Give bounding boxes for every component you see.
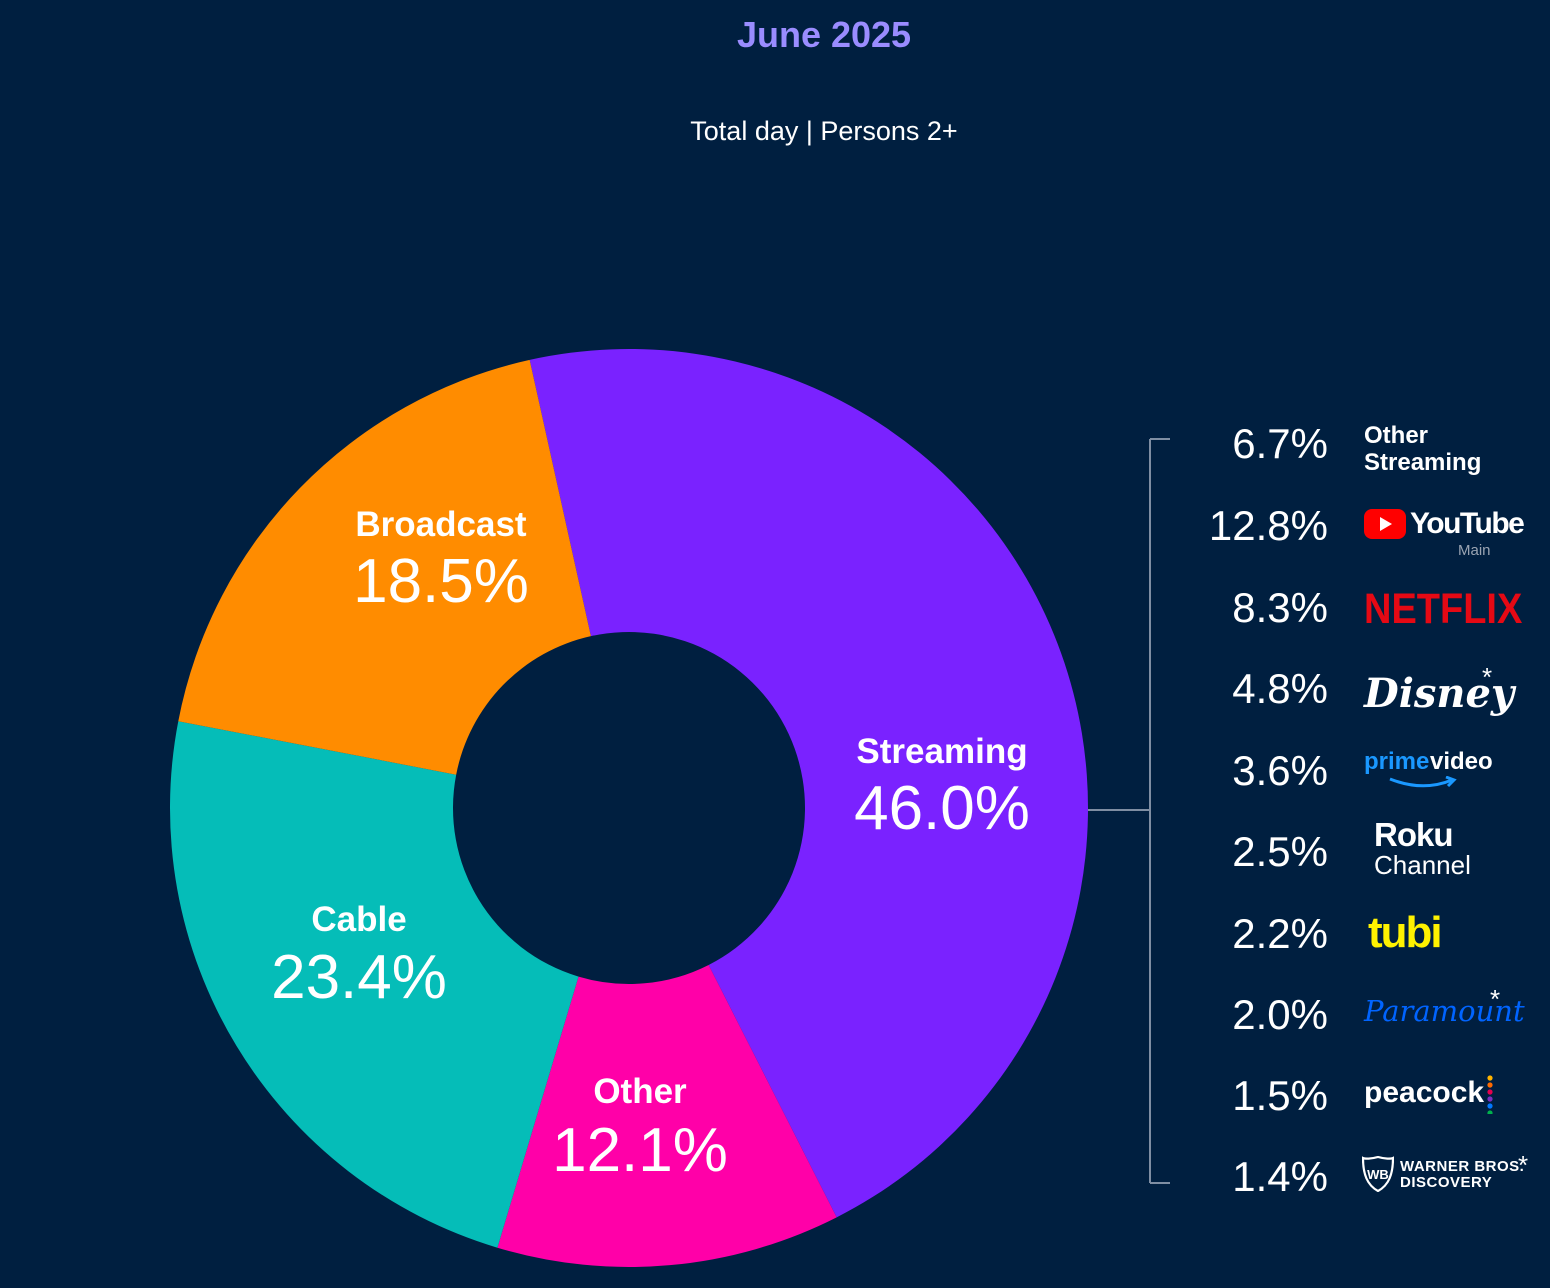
legend-value-peacock: 1.5% (1232, 1072, 1328, 1119)
legend-value-netflix: 8.3% (1232, 584, 1328, 631)
legend-value-other-streaming: 6.7% (1232, 420, 1328, 467)
other-streaming-line1: Other (1364, 422, 1429, 449)
legend-value-prime-video: 3.6% (1232, 747, 1328, 794)
other-streaming-line2: Streaming (1364, 449, 1482, 476)
donut-slice-broadcast (178, 359, 591, 775)
disney-logo: Disney * (1364, 662, 1514, 724)
paramount-asterisk: * (1490, 984, 1501, 1014)
slice-value-other: 12.1% (552, 1116, 728, 1185)
youtube-sub: Main (1458, 542, 1491, 559)
youtube-wordmark: YouTube (1410, 507, 1525, 540)
legend-value-wbd: 1.4% (1232, 1153, 1328, 1200)
slice-label-streaming: Streaming (856, 732, 1027, 771)
youtube-play-icon (1364, 509, 1406, 539)
prime-smile-icon (1389, 776, 1457, 788)
peacock-wordmark: peacock (1364, 1076, 1485, 1109)
peacock-logo: peacock (1364, 1074, 1504, 1116)
legend-value-tubi: 2.2% (1232, 910, 1328, 957)
disney-wordmark: Disney (1364, 670, 1515, 717)
tubi-logo: tubi (1368, 908, 1443, 957)
roku-word: Roku (1374, 816, 1453, 853)
peacock-dots-icon (1487, 1075, 1493, 1114)
wbd-line1: WARNER BROS. (1400, 1158, 1525, 1175)
other-streaming-text: Other Streaming (1364, 422, 1481, 476)
legend-value-youtube: 12.8% (1208, 502, 1328, 549)
netflix-logo: NETFLIX (1364, 586, 1523, 634)
prime-video-logo: prime video (1364, 748, 1504, 798)
slice-label-broadcast: Broadcast (355, 505, 527, 544)
roku-channel-logo: Roku Channel (1374, 816, 1471, 880)
donut-slice-cable (170, 721, 579, 1248)
svg-text:WB: WB (1367, 1167, 1389, 1182)
slice-value-cable: 23.4% (271, 943, 447, 1012)
donut-slice-other (497, 964, 837, 1267)
legend-value-disney: 4.8% (1232, 665, 1328, 712)
wb-shield-icon: WB (1362, 1156, 1394, 1192)
chart-subtitle: Total day | Persons 2+ (690, 116, 958, 146)
legend-value-paramount: 2.0% (1232, 991, 1328, 1038)
paramount-logo: Paramount * (1364, 984, 1525, 1036)
slice-value-streaming: 46.0% (854, 774, 1030, 843)
disney-asterisk: * (1482, 662, 1493, 692)
prime-word: prime (1364, 748, 1430, 775)
donut-slice-streaming (529, 349, 1088, 1218)
slice-label-other: Other (593, 1072, 687, 1111)
youtube-logo: YouTube Main (1364, 507, 1525, 561)
chart-title: June 2025 (736, 14, 912, 55)
paramount-wordmark: Paramount (1364, 994, 1525, 1028)
video-word: video (1430, 748, 1493, 775)
wbd-line2: DISCOVERY (1400, 1174, 1493, 1191)
donut-slices (170, 349, 1088, 1267)
slice-label-cable: Cable (311, 900, 406, 939)
legend-value-roku-channel: 2.5% (1232, 828, 1328, 875)
wbd-asterisk: * (1518, 1150, 1529, 1180)
slice-value-broadcast: 18.5% (353, 547, 529, 616)
channel-word: Channel (1374, 850, 1471, 880)
warner-bros-discovery-logo: WB WARNER BROS. DISCOVERY * (1362, 1150, 1542, 1198)
